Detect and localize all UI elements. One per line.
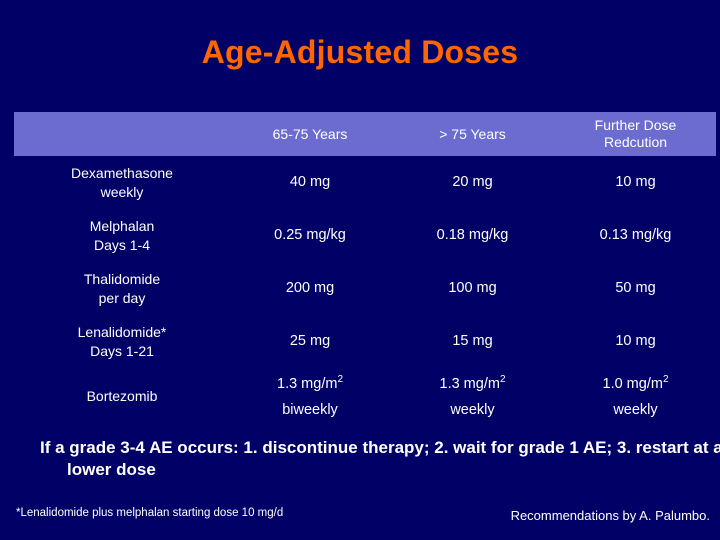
table-header-row: 65-75 Years > 75 Years Further Dose Redc… xyxy=(14,112,716,156)
credit-text: Recommendations by A. Palumbo. xyxy=(510,508,710,523)
drug-name: Dexamethasone weekly xyxy=(71,164,173,200)
drug-name: Melphalan Days 1-4 xyxy=(89,217,155,253)
header-further-reduction-label: Further Dose Redcution xyxy=(594,117,677,150)
header-cell-drug xyxy=(14,112,230,156)
dose-cell: 0.25 mg/kg xyxy=(274,227,346,243)
header-cell-over-75: > 75 Years xyxy=(439,125,506,142)
table-row: Lenalidomide* Days 1-21 25 mg 15 mg 10 m… xyxy=(14,315,716,368)
dose-cell: 15 mg xyxy=(452,333,493,349)
dose-cell: 25 mg xyxy=(289,333,331,349)
schedule-cell: biweekly xyxy=(282,401,338,418)
schedule-cell: weekly xyxy=(450,401,495,418)
header-cell-further-reduction: Further Dose Redcution xyxy=(555,112,716,156)
table-row-bortezomib-schedule: biweekly weekly weekly xyxy=(14,396,716,424)
dose-table: 65-75 Years > 75 Years Further Dose Redc… xyxy=(14,112,716,424)
superscript: 2 xyxy=(499,374,506,386)
footnote: *Lenalidomide plus melphalan starting do… xyxy=(16,507,284,519)
schedule-cell: weekly xyxy=(613,401,658,418)
table-row: Melphalan Days 1-4 0.25 mg/kg 0.18 mg/kg… xyxy=(14,209,716,262)
dose-cell: 1.0 mg/m2 xyxy=(602,374,669,392)
drug-name: Thalidomide per day xyxy=(83,270,161,306)
table-row: Dexamethasone weekly 40 mg 20 mg 10 mg xyxy=(14,156,716,209)
adverse-event-note: If a grade 3-4 AE occurs: 1. discontinue… xyxy=(40,438,720,479)
superscript: 2 xyxy=(662,374,669,386)
dose-cell: 1.3 mg/m2 xyxy=(277,374,343,392)
page-title: Age-Adjusted Doses xyxy=(201,34,519,70)
dose-cell: 0.13 mg/kg xyxy=(599,227,672,243)
superscript: 2 xyxy=(337,374,343,386)
dose-cell: 40 mg xyxy=(289,174,331,190)
header-cell-65-75: 65-75 Years xyxy=(272,125,348,142)
drug-name: Lenalidomide* Days 1-21 xyxy=(77,323,167,359)
drug-name: Bortezomib xyxy=(86,387,158,404)
dose-cell: 50 mg xyxy=(615,280,656,296)
dose-cell: 10 mg xyxy=(615,174,656,190)
dose-table-container: 65-75 Years > 75 Years Further Dose Redc… xyxy=(0,112,720,424)
dose-cell: 10 mg xyxy=(615,333,656,349)
table-row: Thalidomide per day 200 mg 100 mg 50 mg xyxy=(14,262,716,315)
dose-cell: 100 mg xyxy=(448,280,497,296)
table-row-bortezomib-dose: Bortezomib 1.3 mg/m2 1.3 mg/m2 1.0 mg/m2 xyxy=(14,368,716,403)
dose-cell: 20 mg xyxy=(452,174,493,190)
dose-cell: 200 mg xyxy=(285,280,335,296)
dose-cell: 0.18 mg/kg xyxy=(436,227,509,243)
dose-cell: 1.3 mg/m2 xyxy=(439,374,506,392)
